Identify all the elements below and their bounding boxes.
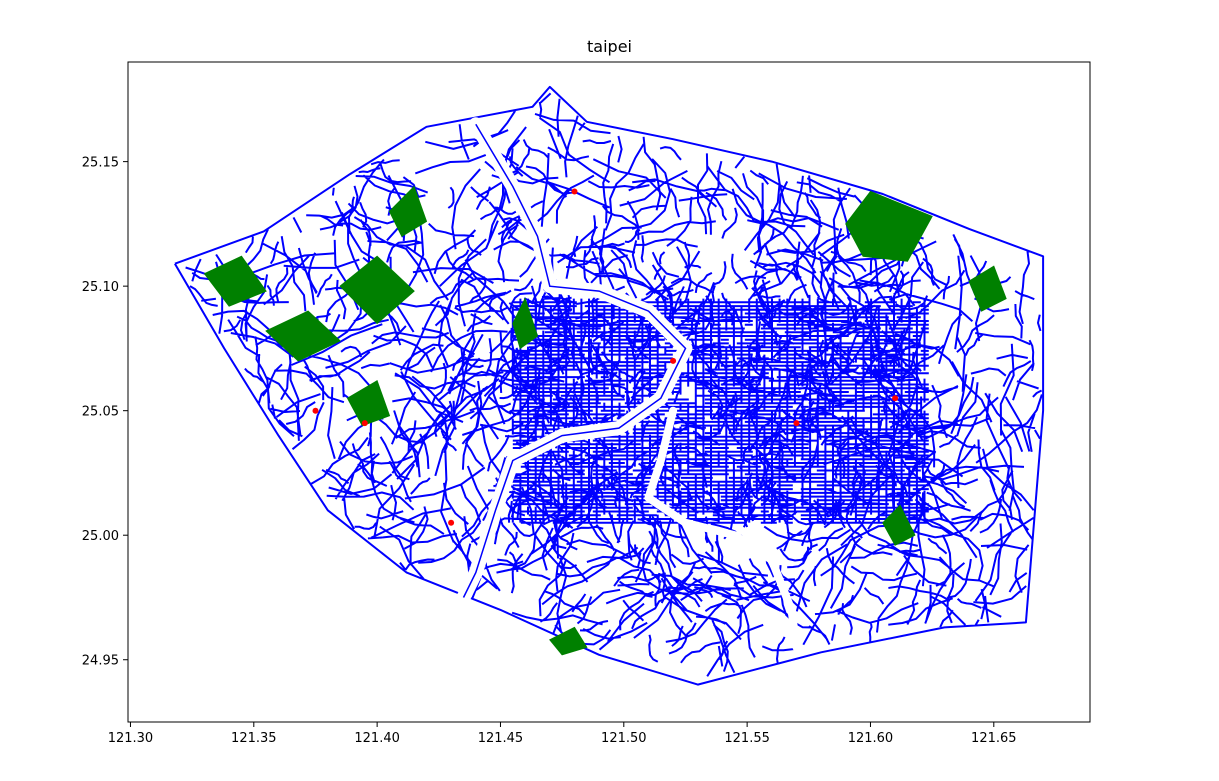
x-tick-label: 121.40	[354, 731, 400, 746]
y-tick-label: 25.00	[82, 529, 119, 544]
x-tick-label: 121.65	[971, 731, 1017, 746]
x-tick-label: 121.30	[108, 731, 154, 746]
plot-title: taipei	[587, 37, 632, 56]
river-bank	[462, 123, 687, 598]
y-tick-label: 24.95	[82, 654, 119, 669]
poi-point	[892, 395, 899, 402]
y-tick-label: 25.05	[82, 405, 119, 420]
y-tick-label: 25.15	[82, 156, 119, 171]
poi-point	[448, 519, 455, 526]
green-area	[512, 297, 539, 350]
river-tributary	[644, 406, 801, 652]
green-area	[968, 265, 1007, 312]
plot-frame	[127, 61, 1091, 723]
x-tick-label: 121.45	[478, 731, 524, 746]
green-area	[882, 504, 916, 546]
poi-point	[361, 420, 368, 427]
green-area	[845, 190, 933, 262]
poi-point	[571, 188, 578, 195]
green-area	[549, 626, 588, 656]
green-area	[388, 185, 428, 238]
poi-point	[312, 407, 319, 414]
axis-layer: 121.30 121.35 121.40 121.45 121.50 121.55 121.…	[82, 156, 1017, 746]
y-tick-label: 25.10	[82, 280, 119, 295]
green-area	[265, 310, 341, 362]
x-tick-label: 121.60	[848, 731, 894, 746]
map-layer	[174, 85, 1045, 686]
green-area	[346, 380, 391, 427]
road-network	[174, 85, 1045, 686]
green-area	[203, 255, 267, 307]
poi-point	[793, 420, 800, 427]
x-tick-label: 121.35	[231, 731, 277, 746]
x-tick-label: 121.50	[601, 731, 647, 746]
x-tick-label: 121.55	[724, 731, 770, 746]
green-area	[339, 255, 415, 325]
poi-point	[670, 357, 677, 364]
